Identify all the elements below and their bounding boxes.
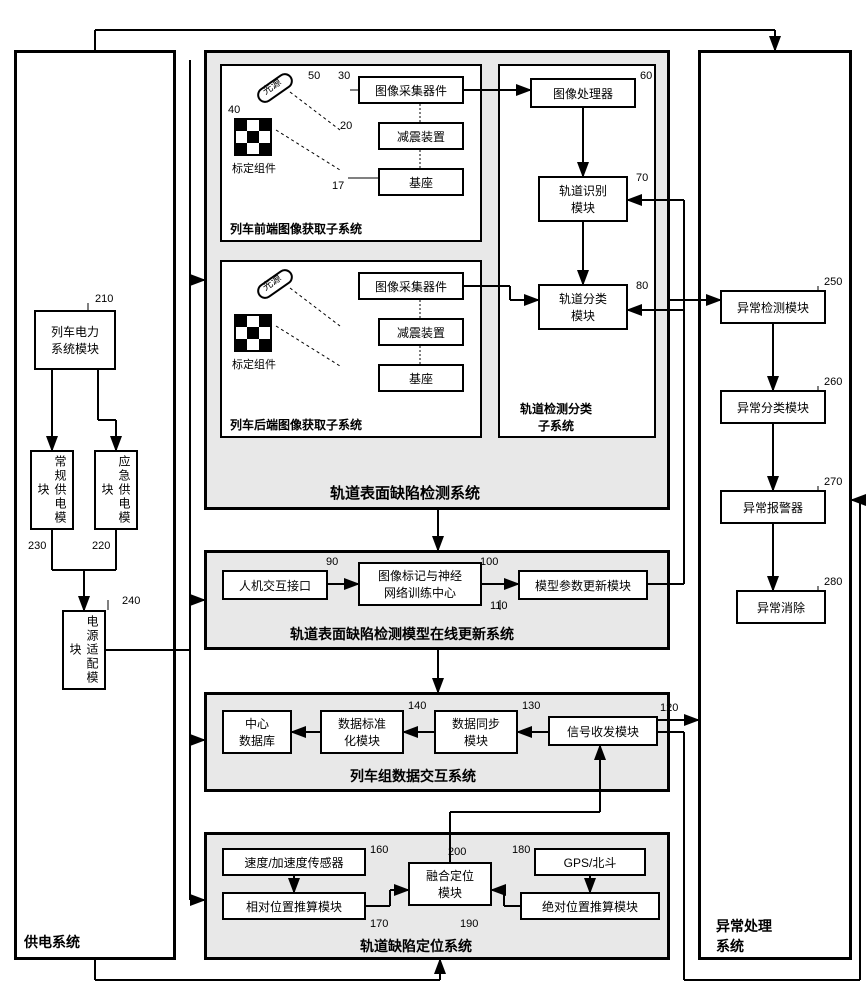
calib-pattern-front: [234, 118, 272, 156]
label-190: 190: [460, 918, 478, 930]
label-80: 80: [636, 280, 648, 292]
label-120: 120: [660, 702, 678, 714]
fusion-module: 融合定位 模块: [408, 862, 492, 906]
positioning-title: 轨道缺陷定位系统: [360, 936, 472, 956]
calib-label-rear: 标定组件: [232, 356, 276, 372]
label-200: 200: [448, 846, 466, 858]
gps-module: GPS/北斗: [534, 848, 646, 876]
label-240: 240: [122, 595, 140, 607]
data-normalize: 数据标准 化模块: [320, 710, 404, 754]
track-classify: 轨道分类 模块: [538, 284, 628, 330]
damper-front: 减震装置: [378, 122, 464, 150]
exception-detect: 异常检测模块: [720, 290, 826, 324]
exception-clear: 异常消除: [736, 590, 826, 624]
label-140: 140: [408, 700, 426, 712]
label-17: 17: [332, 180, 344, 192]
calib-label-front: 标定组件: [232, 160, 276, 176]
power-adapter-module: 电源适配模块: [62, 610, 106, 690]
rel-pos-module: 相对位置推算模块: [222, 892, 366, 920]
data-exchange-title: 列车组数据交互系统: [350, 766, 476, 786]
label-40: 40: [228, 104, 240, 116]
image-processor: 图像处理器: [530, 78, 636, 108]
label-180: 180: [512, 844, 530, 856]
base-front: 基座: [378, 168, 464, 196]
power-system-title: 供电系统: [24, 932, 80, 952]
label-110: 110: [490, 600, 508, 612]
center-db: 中心 数据库: [222, 710, 292, 754]
label-100: 100: [480, 556, 498, 568]
abs-pos-module: 绝对位置推算模块: [520, 892, 660, 920]
label-170: 170: [370, 918, 388, 930]
defect-detect-title: 轨道表面缺陷检测系统: [330, 482, 480, 503]
label-30: 30: [338, 70, 350, 82]
label-90: 90: [326, 556, 338, 568]
base-rear: 基座: [378, 364, 464, 392]
calib-pattern-rear: [234, 314, 272, 352]
label-60: 60: [640, 70, 652, 82]
class-sub-title: 轨道检测分类 子系统: [520, 400, 592, 434]
label-160: 160: [370, 844, 388, 856]
hmi-interface: 人机交互接口: [222, 570, 328, 600]
label-280: 280: [824, 576, 842, 588]
model-update-title: 轨道表面缺陷检测模型在线更新系统: [290, 624, 514, 644]
img-capture-rear: 图像采集器件: [358, 272, 464, 300]
front-sub-title: 列车前端图像获取子系统: [230, 220, 362, 237]
train-center: 图像标记与神经 网络训练中心: [358, 562, 482, 606]
train-power-module: 列车电力 系统模块: [34, 310, 116, 370]
label-130: 130: [522, 700, 540, 712]
rear-sub-title: 列车后端图像获取子系统: [230, 416, 362, 433]
exception-title: 异常处理 系统: [716, 916, 772, 956]
damper-rear: 减震装置: [378, 318, 464, 346]
label-250: 250: [824, 276, 842, 288]
label-70: 70: [636, 172, 648, 184]
label-230: 230: [28, 540, 46, 552]
exception-classify: 异常分类模块: [720, 390, 826, 424]
track-recognize: 轨道识别 模块: [538, 176, 628, 222]
speed-sensor: 速度/加速度传感器: [222, 848, 366, 876]
sig-txrx: 信号收发模块: [548, 716, 658, 746]
label-260: 260: [824, 376, 842, 388]
label-220: 220: [92, 540, 110, 552]
param-update: 模型参数更新模块: [518, 570, 648, 600]
data-sync: 数据同步 模块: [434, 710, 518, 754]
exception-responder: 异常报警器: [720, 490, 826, 524]
label-210: 210: [95, 293, 113, 305]
class-subsystem: [498, 64, 656, 438]
normal-power-module: 常规供电模块: [30, 450, 74, 530]
label-50: 50: [308, 70, 320, 82]
img-capture-front: 图像采集器件: [358, 76, 464, 104]
label-20: 20: [340, 120, 352, 132]
label-270: 270: [824, 476, 842, 488]
emergency-power-module: 应急供电模块: [94, 450, 138, 530]
